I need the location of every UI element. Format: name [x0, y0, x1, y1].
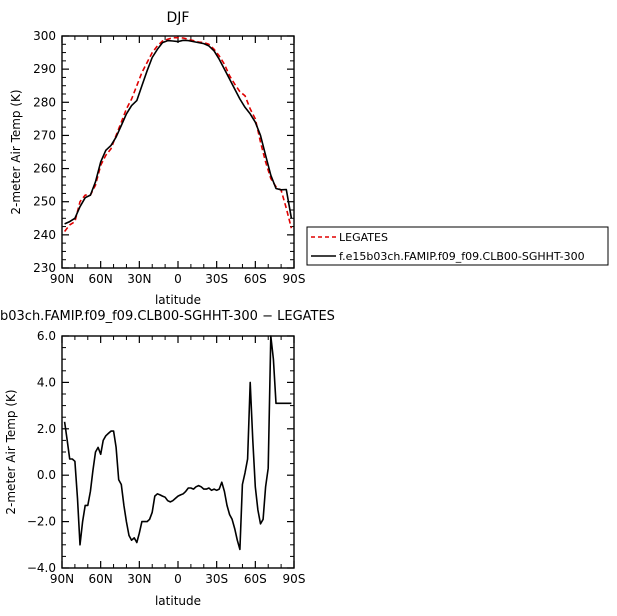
bottom-chart-plot-area: [63, 335, 292, 551]
bottom-chart-ytick-label: 2.0: [37, 422, 56, 436]
bottom-chart-ytick-label: 4.0: [37, 375, 56, 389]
top-chart-series-line-0: [63, 36, 293, 232]
bottom-chart-axes: 90N 60N 30N 0 30S 60S 90S −4.0 −2.0 0.0 2.0 4.0 6.0: [27, 329, 306, 586]
top-chart-plot-area: [63, 36, 293, 232]
top-chart-xtick-label: 60S: [244, 272, 267, 286]
bottom-chart-ytick-label: 6.0: [37, 329, 56, 343]
bottom-chart-ytick-label: 0.0: [37, 468, 56, 482]
top-chart-ytick-label: 250: [33, 195, 56, 209]
top-chart-series-line-1: [64, 39, 293, 225]
bottom-chart-xtick-label: 30N: [127, 572, 151, 586]
top-chart-title: DJF: [167, 10, 190, 26]
top-chart-ylabel: 2-meter Air Temp (K): [9, 89, 23, 214]
top-chart-axes: 90N 60N 30N 0 30S 60S 90S 230 240 250 260 270 280 290…: [33, 29, 305, 286]
bottom-chart-xtick-label: 90N: [50, 572, 74, 586]
bottom-chart-xtick-label: 60S: [244, 572, 267, 586]
top-chart-xlabel: latitude: [155, 293, 201, 307]
legend-box: [306, 226, 609, 266]
legend-label-model: f.e15b03ch.FAMIP.f09_f09.CLB00-SGHHT-300: [339, 250, 585, 263]
bottom-chart-xlabel: latitude: [155, 594, 201, 608]
top-chart: DJF 2-meter Air Temp (K) latitude 90N 60N…: [9, 10, 305, 307]
bottom-chart: b03ch.FAMIP.f09_f09.CLB00-SGHHT-300 − LE…: [0, 309, 335, 608]
top-chart-ytick-label: 300: [33, 29, 56, 43]
bottom-chart-xtick-label: 60N: [89, 572, 113, 586]
bottom-chart-frame: [61, 335, 295, 569]
bottom-chart-xtick-label: 0: [174, 572, 182, 586]
bottom-chart-ytick-label: −4.0: [27, 561, 56, 575]
top-chart-ytick-label: 270: [33, 128, 56, 142]
bottom-chart-xtick-label: 30S: [205, 572, 228, 586]
top-chart-legend: LEGATES f.e15b03ch.FAMIP.f09_f09.CLB00-S…: [306, 226, 609, 266]
top-chart-ytick-label: 240: [33, 228, 56, 242]
bottom-chart-xtick-label: 90S: [283, 572, 306, 586]
top-chart-xtick-label: 90N: [50, 272, 74, 286]
top-chart-xtick-label: 90S: [283, 272, 306, 286]
top-chart-xtick-label: 30N: [127, 272, 151, 286]
top-chart-ytick-label: 230: [33, 261, 56, 275]
legend-label-legates: LEGATES: [339, 231, 388, 244]
bottom-chart-ylabel: 2-meter Air Temp (K): [4, 389, 18, 514]
top-chart-xtick-label: 30S: [205, 272, 228, 286]
bottom-chart-series-line-0: [63, 335, 292, 551]
top-chart-frame: [61, 35, 295, 269]
top-chart-ytick-label: 280: [33, 95, 56, 109]
bottom-chart-ytick-label: −2.0: [27, 515, 56, 529]
top-chart-xtick-label: 0: [174, 272, 182, 286]
top-chart-ytick-label: 290: [33, 62, 56, 76]
top-chart-ytick-label: 260: [33, 162, 56, 176]
bottom-chart-title: b03ch.FAMIP.f09_f09.CLB00-SGHHT-300 − LE…: [0, 309, 335, 324]
top-chart-xtick-label: 60N: [89, 272, 113, 286]
